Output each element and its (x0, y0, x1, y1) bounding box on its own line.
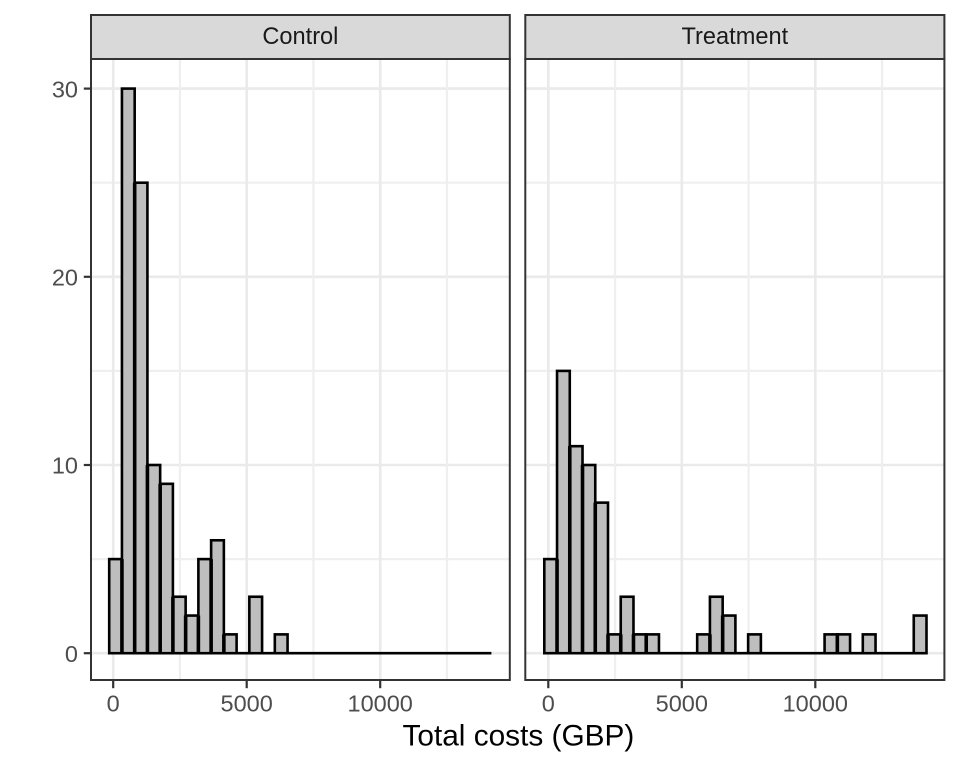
svg-text:5000: 5000 (221, 691, 273, 717)
svg-text:5000: 5000 (656, 691, 708, 717)
svg-text:10000: 10000 (348, 691, 413, 717)
svg-text:Total costs (GBP): Total costs (GBP) (402, 719, 634, 752)
svg-text:Control: Control (262, 24, 338, 50)
svg-text:20: 20 (52, 265, 78, 291)
svg-text:0: 0 (542, 691, 555, 717)
svg-text:10000: 10000 (783, 691, 848, 717)
svg-text:0: 0 (107, 691, 120, 717)
svg-text:30: 30 (52, 76, 78, 102)
svg-text:Treatment: Treatment (682, 24, 789, 50)
svg-text:10: 10 (52, 453, 78, 479)
svg-text:0: 0 (65, 641, 78, 667)
